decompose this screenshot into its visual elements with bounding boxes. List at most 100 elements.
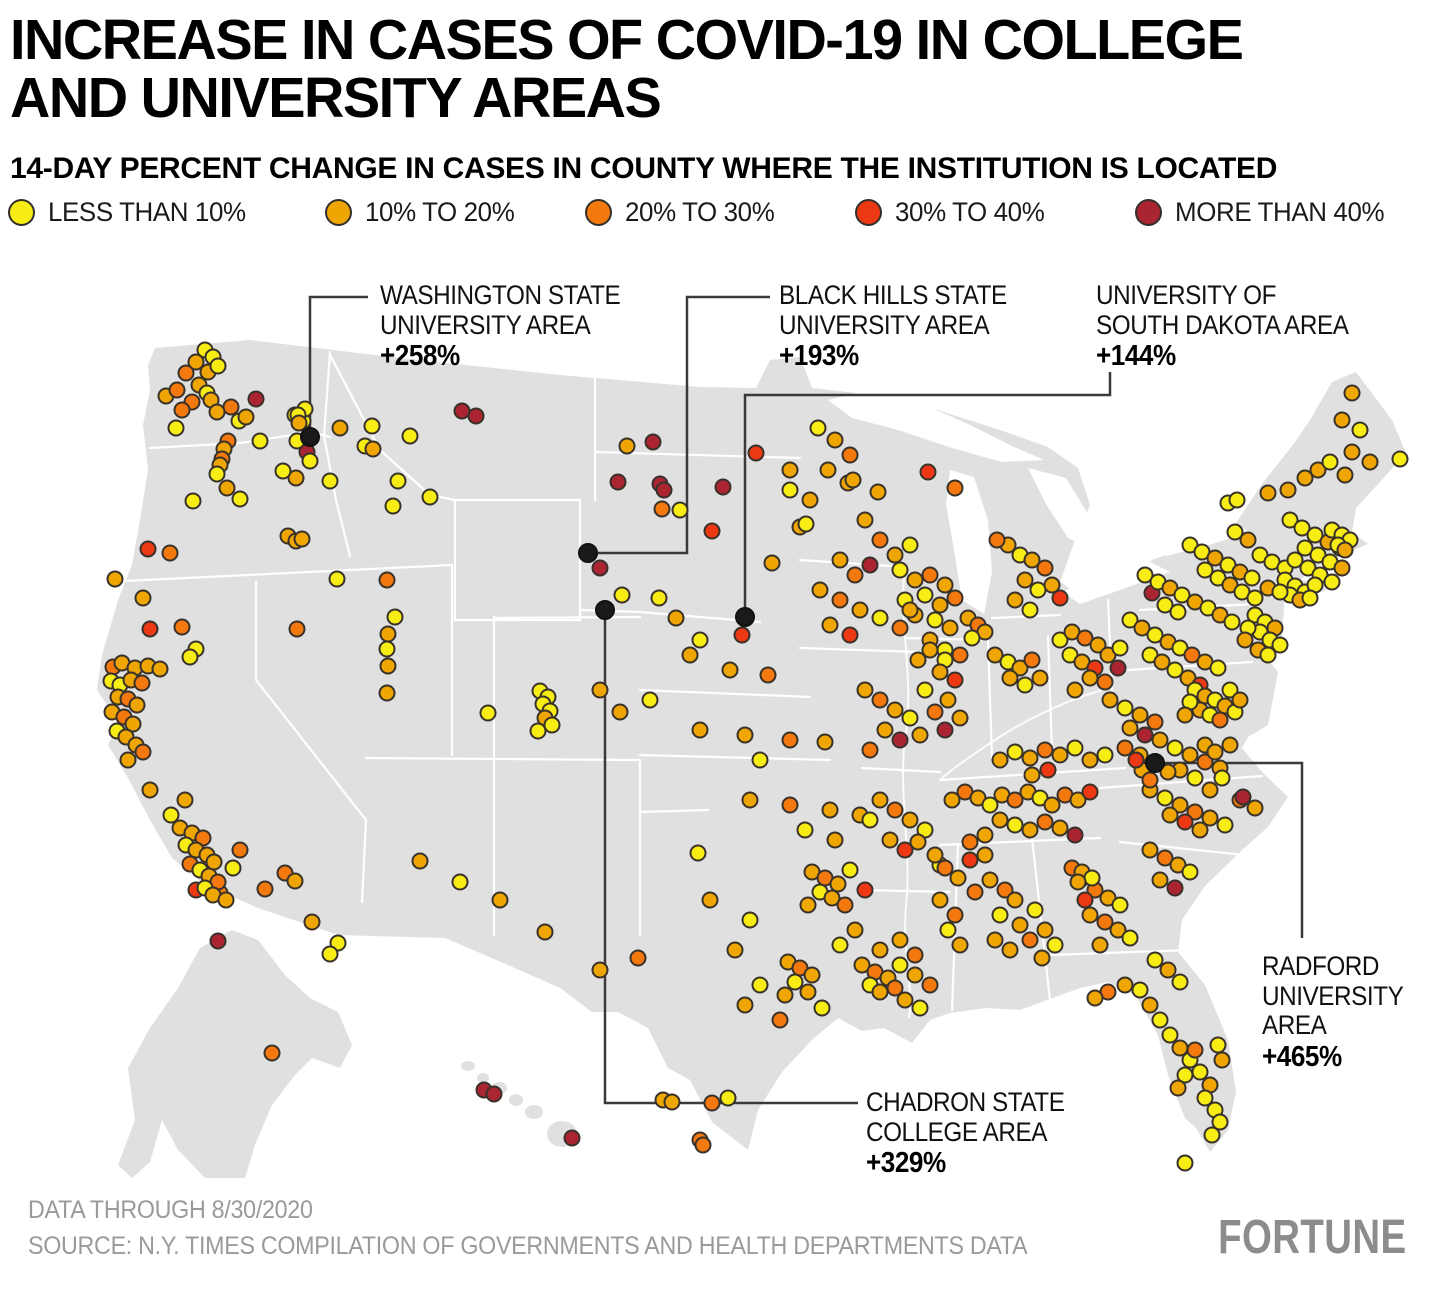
college-dot: [1023, 766, 1041, 784]
college-dot: [1201, 781, 1219, 799]
college-dot: [181, 648, 199, 666]
college-dot: [1066, 681, 1084, 699]
college-dot: [119, 751, 137, 769]
college-dot: [981, 871, 999, 889]
college-dot: [946, 906, 964, 924]
college-dot: [931, 891, 949, 909]
college-dot: [689, 844, 707, 862]
college-dot: [871, 983, 889, 1001]
college-dot: [946, 589, 964, 607]
college-dot: [1196, 561, 1214, 579]
college-dot: [161, 544, 179, 562]
college-dot: [1171, 796, 1189, 814]
college-dot: [1151, 731, 1169, 749]
college-dot: [1186, 1041, 1204, 1059]
highlighted-dot-washington-state-university: [300, 427, 320, 447]
college-dot: [733, 626, 751, 644]
college-dot: [841, 626, 859, 644]
college-dot: [1006, 591, 1024, 609]
college-dot: [747, 444, 765, 462]
college-dot: [786, 973, 804, 991]
college-dot: [1141, 996, 1159, 1014]
data-through-note: DATA THROUGH 8/30/2020: [28, 1196, 313, 1224]
college-dot: [826, 831, 844, 849]
college-dot: [797, 515, 815, 533]
college-dot: [871, 531, 889, 549]
college-dot: [943, 791, 961, 809]
college-dot: [1081, 783, 1099, 801]
college-dot: [1321, 453, 1339, 471]
college-dot: [1066, 739, 1084, 757]
college-dot: [1131, 981, 1149, 999]
legend-dot-icon: [1135, 198, 1162, 226]
college-dot: [926, 611, 944, 629]
college-dot: [613, 586, 631, 604]
college-dot: [209, 357, 227, 375]
college-dot: [1183, 646, 1201, 664]
college-dot: [1011, 659, 1029, 677]
college-dot: [846, 921, 864, 939]
college-dot: [1211, 1113, 1229, 1131]
college-dot: [128, 696, 146, 714]
college-dot: [759, 666, 777, 684]
college-dot: [1181, 863, 1199, 881]
college-dot: [1166, 879, 1184, 897]
college-dot: [1021, 749, 1039, 767]
college-dot: [911, 999, 929, 1017]
college-dot: [886, 979, 904, 997]
college-dot: [1021, 821, 1039, 839]
college-dot: [1156, 789, 1174, 807]
college-dot: [591, 681, 609, 699]
college-dot: [224, 859, 242, 877]
college-dot: [936, 576, 954, 594]
annotation-percent-value: +258%: [380, 340, 460, 373]
college-dot: [771, 1011, 789, 1029]
college-dot: [1191, 821, 1209, 839]
college-dot: [921, 641, 939, 659]
college-dot: [288, 620, 306, 638]
college-dot: [663, 1093, 681, 1111]
college-dot: [901, 811, 919, 829]
college-dot: [1036, 813, 1054, 831]
college-dot: [1169, 603, 1187, 621]
college-dot: [1228, 491, 1246, 509]
ohio-river: [939, 689, 1103, 781]
leader-line-washington-state-university: [308, 295, 368, 437]
college-dot: [976, 826, 994, 844]
college-dot: [871, 609, 889, 627]
college-dot: [906, 966, 924, 984]
college-dot: [1006, 743, 1024, 761]
college-dot: [1031, 669, 1049, 687]
college-dot: [1001, 941, 1019, 959]
college-dot: [1001, 669, 1019, 687]
college-dot: [162, 806, 180, 824]
college-dot: [1121, 611, 1139, 629]
college-dot: [1121, 929, 1139, 947]
college-dot: [1281, 511, 1299, 529]
legend-dot-icon: [325, 198, 352, 226]
great-lakes: [828, 390, 1250, 614]
college-dot: [629, 949, 647, 967]
college-dot: [916, 681, 934, 699]
college-dot: [303, 913, 321, 931]
college-dot: [1006, 891, 1024, 909]
college-dot: [1336, 541, 1354, 559]
college-dot: [1236, 631, 1254, 649]
college-dot: [1026, 901, 1044, 919]
college-dot: [776, 986, 794, 1004]
college-dot: [1156, 849, 1174, 867]
college-dot: [1116, 739, 1134, 757]
college-dot: [290, 414, 308, 432]
college-dot: [1096, 913, 1114, 931]
college-dot: [796, 821, 814, 839]
college-dot: [1196, 1089, 1214, 1107]
college-dot: [1216, 816, 1234, 834]
legend-dot-icon: [585, 198, 612, 226]
college-dot: [1033, 949, 1051, 967]
college-dot: [1021, 601, 1039, 619]
college-dot: [1243, 569, 1261, 587]
college-dot: [1151, 1011, 1169, 1029]
college-dot: [1159, 961, 1177, 979]
annotation-chadron-state-college: CHADRON STATE COLLEGE AREA +329%: [866, 1087, 1087, 1181]
legend-dot-icon: [855, 198, 882, 226]
